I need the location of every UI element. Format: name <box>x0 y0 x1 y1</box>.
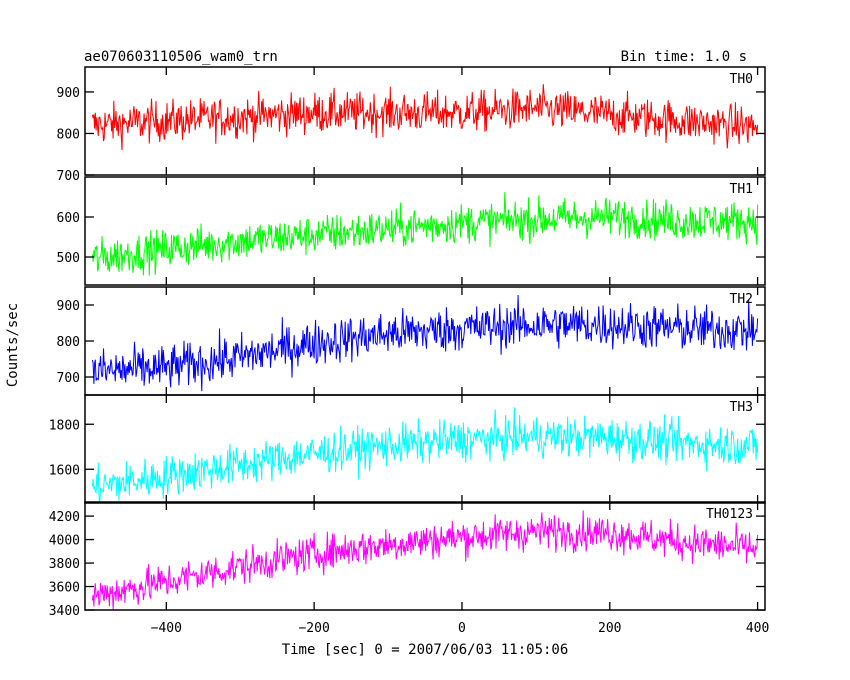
y-tick-label: 1800 <box>49 418 80 433</box>
panel-label-th1: TH1 <box>730 182 753 197</box>
panel-th0123: 3400 3600 3800 4000 4200 TH0123 <box>49 501 766 619</box>
y-tick-label: 1600 <box>49 463 80 478</box>
panel-th1: 500 600 TH1 <box>57 176 766 286</box>
x-tick-label: 400 <box>746 621 769 636</box>
panel-frame <box>84 286 766 396</box>
y-tick-label: 900 <box>57 299 80 314</box>
y-tick-label: 700 <box>57 169 80 184</box>
panel-frame <box>84 394 766 504</box>
panel-th0: 700 800 900 TH0 <box>57 66 766 184</box>
panel-frame <box>84 176 766 286</box>
y-axis-label: Counts/sec <box>5 303 21 387</box>
y-tick-label: 700 <box>57 371 80 386</box>
x-tick-label: 200 <box>598 621 621 636</box>
panel-label-th0123: TH0123 <box>706 507 753 522</box>
series-line-th0 <box>91 84 759 151</box>
y-tick-label: 3800 <box>49 557 80 572</box>
y-tick-label: 800 <box>57 127 80 142</box>
y-tick-label: 4200 <box>49 510 80 525</box>
x-axis: −400 −200 0 200 400 <box>151 621 770 636</box>
x-tick-label: −200 <box>298 621 329 636</box>
bin-time-label: Bin time: 1.0 s <box>621 49 747 65</box>
panel-label-th0: TH0 <box>730 72 753 87</box>
y-tick-label: 800 <box>57 335 80 350</box>
series-line-th1 <box>91 192 759 276</box>
y-tick-label: 3600 <box>49 581 80 596</box>
y-tick-label: 600 <box>57 211 80 226</box>
x-axis-label: Time [sec] 0 = 2007/06/03 11:05:06 <box>282 642 569 658</box>
x-tick-label: −400 <box>151 621 182 636</box>
x-tick-label: 0 <box>458 621 466 636</box>
panel-frame <box>84 66 766 176</box>
panel-label-th2: TH2 <box>730 292 753 307</box>
y-tick-label: 4000 <box>49 534 80 549</box>
y-tick-label: 3400 <box>49 604 80 619</box>
panel-label-th3: TH3 <box>730 400 753 415</box>
y-tick-label: 900 <box>57 86 80 101</box>
series-line-th0123 <box>91 510 759 610</box>
series-line-th3 <box>91 407 759 503</box>
panel-th3: 1600 1800 TH3 <box>49 394 766 504</box>
panels-group: 700 800 900 TH0 500 600 TH1 700 800 900 TH2 1600 180… <box>49 66 766 619</box>
chart-title: ae070603110506_wam0_trn <box>84 49 278 65</box>
panel-th2: 700 800 900 TH2 <box>57 286 766 396</box>
panel-frame <box>84 501 766 611</box>
y-tick-label: 500 <box>57 251 80 266</box>
series-line-th2 <box>91 294 759 392</box>
